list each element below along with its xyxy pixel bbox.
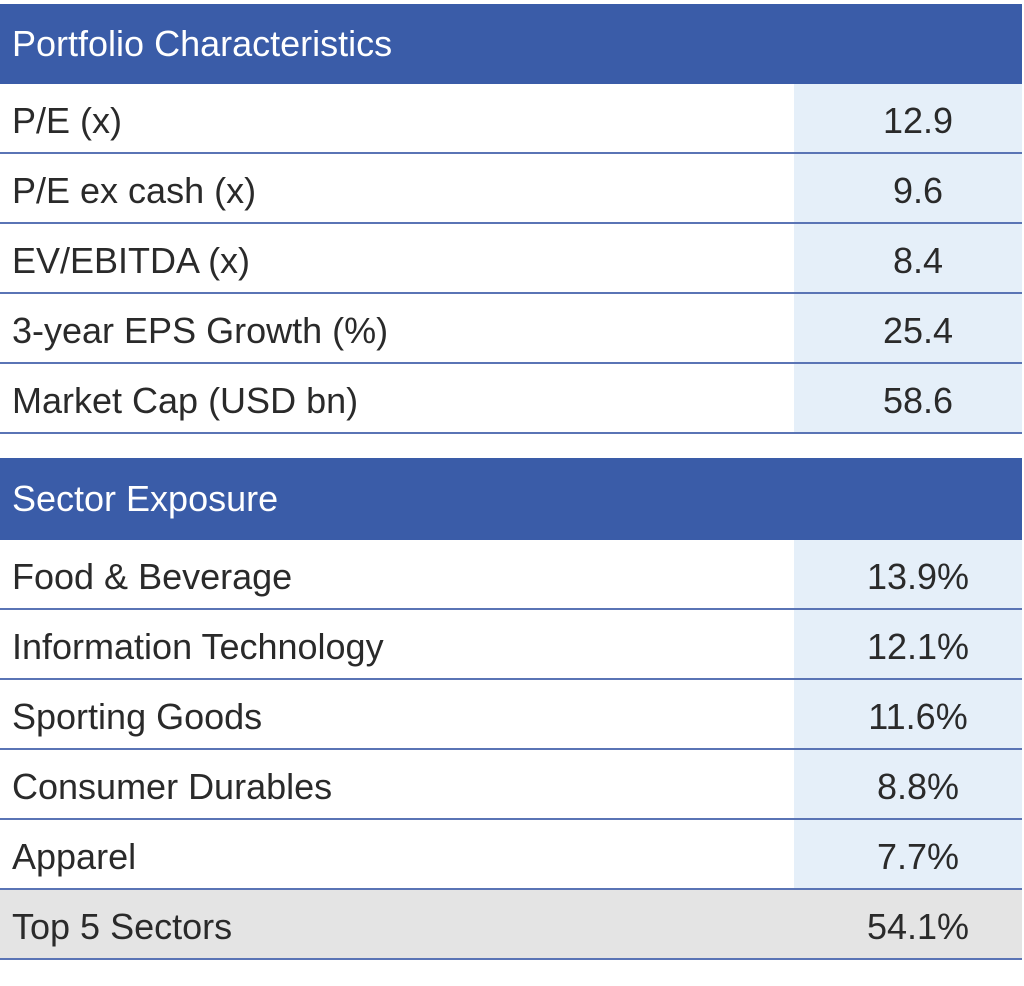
table-row: 3-year EPS Growth (%) 25.4 xyxy=(0,294,1022,364)
table-row: Market Cap (USD bn) 58.6 xyxy=(0,364,1022,434)
row-label: P/E (x) xyxy=(12,100,123,141)
sector-exposure-header: Sector Exposure xyxy=(0,458,1022,540)
row-label: Market Cap (USD bn) xyxy=(12,380,359,421)
row-value: 9.6 xyxy=(794,154,1022,222)
portfolio-characteristics-header: Portfolio Characteristics xyxy=(0,4,1022,84)
row-value: 8.4 xyxy=(794,224,1022,292)
portfolio-characteristics-title: Portfolio Characteristics xyxy=(12,23,393,64)
table-row: Consumer Durables 8.8% xyxy=(0,750,1022,820)
row-label: Food & Beverage xyxy=(12,556,293,597)
sector-exposure-table: Food & Beverage 13.9% Information Techno… xyxy=(0,540,1022,960)
row-value: 8.8% xyxy=(794,750,1022,818)
row-label: 3-year EPS Growth (%) xyxy=(12,310,389,351)
row-value: 7.7% xyxy=(794,820,1022,888)
row-value: 13.9% xyxy=(794,540,1022,608)
table-row: Food & Beverage 13.9% xyxy=(0,540,1022,610)
table-row: EV/EBITDA (x) 8.4 xyxy=(0,224,1022,294)
total-label: Top 5 Sectors xyxy=(0,890,794,958)
table-row: Apparel 7.7% xyxy=(0,820,1022,890)
row-label: Sporting Goods xyxy=(12,696,263,737)
row-value: 12.9 xyxy=(794,84,1022,152)
total-row: Top 5 Sectors 54.1% xyxy=(0,890,1022,960)
row-label: Consumer Durables xyxy=(12,766,333,807)
table-row: P/E (x) 12.9 xyxy=(0,84,1022,154)
row-label: EV/EBITDA (x) xyxy=(12,240,251,281)
sector-exposure-title: Sector Exposure xyxy=(12,478,279,519)
table-row: P/E ex cash (x) 9.6 xyxy=(0,154,1022,224)
row-label: P/E ex cash (x) xyxy=(12,170,257,211)
table-row: Sporting Goods 11.6% xyxy=(0,680,1022,750)
total-value: 54.1% xyxy=(794,890,1022,958)
portfolio-characteristics-table: P/E (x) 12.9 P/E ex cash (x) 9.6 EV/EBIT… xyxy=(0,84,1022,434)
row-label: Information Technology xyxy=(12,626,384,667)
row-value: 58.6 xyxy=(794,364,1022,432)
row-value: 11.6% xyxy=(794,680,1022,748)
row-label: Apparel xyxy=(12,836,137,877)
table-row: Information Technology 12.1% xyxy=(0,610,1022,680)
row-value: 12.1% xyxy=(794,610,1022,678)
row-value: 25.4 xyxy=(794,294,1022,362)
